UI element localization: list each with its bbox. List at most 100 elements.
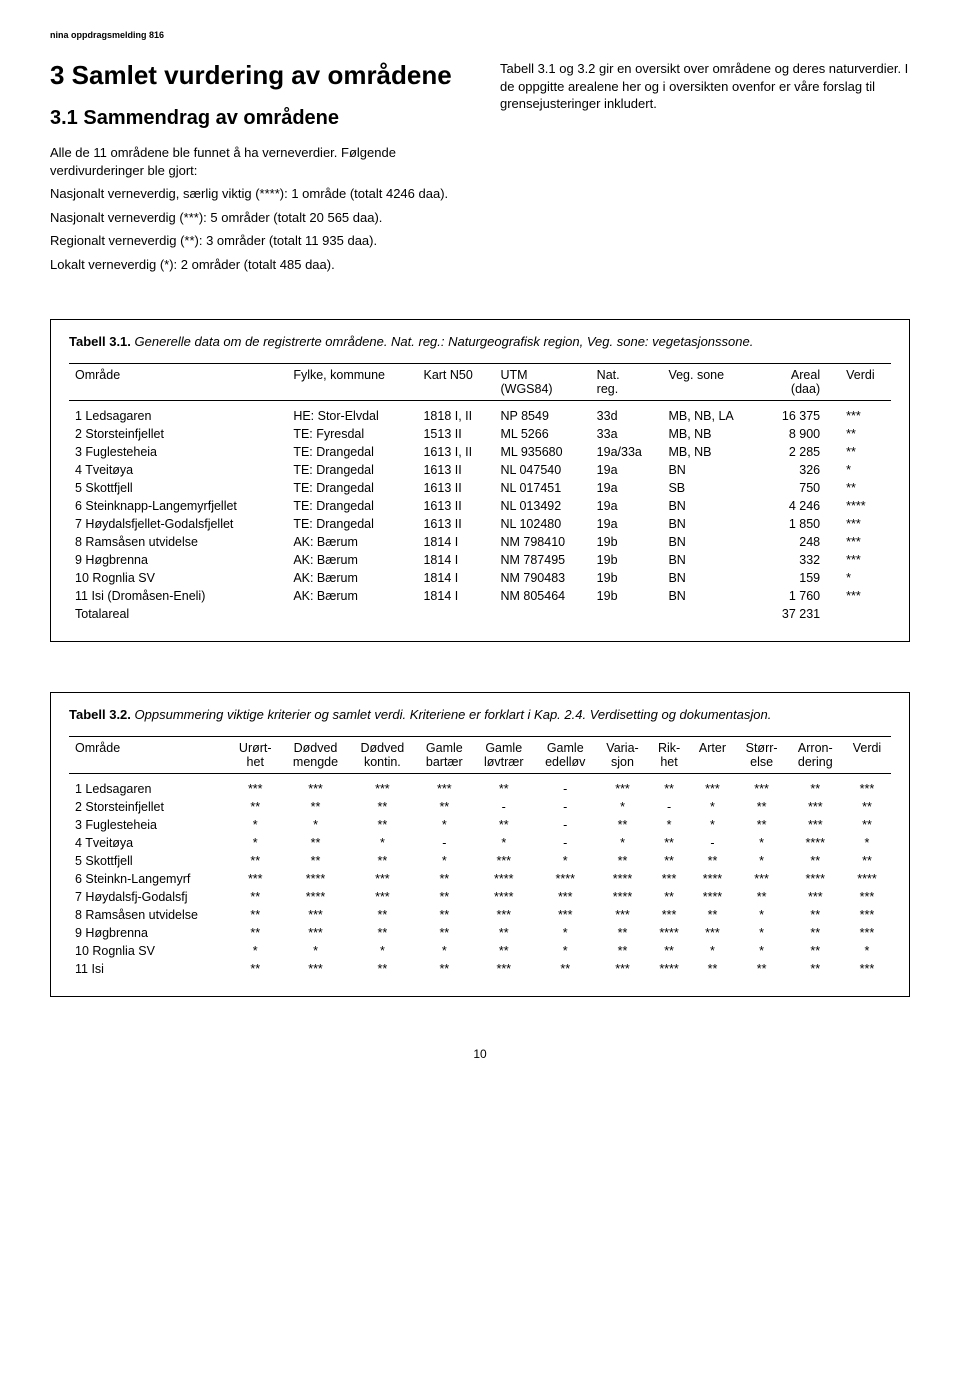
table-cell: 248 xyxy=(759,533,840,551)
table-cell: TE: Drangedal xyxy=(287,515,417,533)
table-cell: **** xyxy=(649,924,690,942)
table-cell: ** xyxy=(415,888,473,906)
table-cell: NP 8549 xyxy=(494,401,590,426)
table-cell: 3 Fuglesteheia xyxy=(69,816,229,834)
table-row: 2 StorsteinfjelletTE: Fyresdal1513 IIML … xyxy=(69,425,891,443)
table-row: 11 Isi****************************** xyxy=(69,960,891,978)
table-cell: ** xyxy=(229,960,282,978)
table-cell: **** xyxy=(473,888,534,906)
table-cell: 6 Steinknapp-Langemyrfjellet xyxy=(69,497,287,515)
table-cell: **** xyxy=(843,870,891,888)
table-cell: **** xyxy=(788,870,843,888)
table-cell: ** xyxy=(736,888,788,906)
table-cell: *** xyxy=(596,774,649,799)
section-title: 3 Samlet vurdering av områdene xyxy=(50,60,460,91)
intro-paragraph: Alle de 11 områdene ble funnet å ha vern… xyxy=(50,144,460,179)
table-cell: 4 Tveitøya xyxy=(69,461,287,479)
table-cell: ** xyxy=(840,425,891,443)
table-cell: *** xyxy=(596,906,649,924)
table-cell: * xyxy=(689,816,735,834)
table-cell: ** xyxy=(736,960,788,978)
table-cell: 1 850 xyxy=(759,515,840,533)
running-header: nina oppdragsmelding 816 xyxy=(50,30,910,40)
table-cell: BN xyxy=(662,533,759,551)
table-cell: 37 231 xyxy=(759,605,840,623)
table-cell: ** xyxy=(843,798,891,816)
table-cell: ML 5266 xyxy=(494,425,590,443)
table-cell: *** xyxy=(534,906,596,924)
table-cell: * xyxy=(596,798,649,816)
table-cell: ** xyxy=(843,816,891,834)
table-cell: * xyxy=(596,834,649,852)
table-cell: TE: Drangedal xyxy=(287,461,417,479)
table-cell: ** xyxy=(689,906,735,924)
table-cell: *** xyxy=(736,774,788,799)
table-cell: *** xyxy=(349,774,415,799)
table-cell: BN xyxy=(662,551,759,569)
table-cell: *** xyxy=(473,906,534,924)
table-cell: *** xyxy=(473,852,534,870)
table-cell: 1814 I xyxy=(417,551,494,569)
table-cell: MB, NB xyxy=(662,425,759,443)
table-cell: **** xyxy=(596,888,649,906)
table-cell: 2 285 xyxy=(759,443,840,461)
table-cell: **** xyxy=(534,870,596,888)
table-cell: ML 935680 xyxy=(494,443,590,461)
table-header-cell: Varia- sjon xyxy=(596,737,649,774)
table-cell: 10 Rognlia SV xyxy=(69,569,287,587)
table-cell: ** xyxy=(534,960,596,978)
table-cell: * xyxy=(534,942,596,960)
table-cell: **** xyxy=(473,870,534,888)
table-cell: ** xyxy=(788,852,843,870)
table-cell: *** xyxy=(534,888,596,906)
table-row: 8 Ramsåsen utvidelse********************… xyxy=(69,906,891,924)
table-cell: NM 798410 xyxy=(494,533,590,551)
table-cell: * xyxy=(229,942,282,960)
table-cell: ** xyxy=(596,924,649,942)
table-row: 9 HøgbrennaAK: Bærum1814 INM 78749519bBN… xyxy=(69,551,891,569)
table-cell: * xyxy=(349,942,415,960)
table-cell: ** xyxy=(349,924,415,942)
table-cell: * xyxy=(736,906,788,924)
table-cell: 33a xyxy=(591,425,663,443)
table-cell xyxy=(662,605,759,623)
table-cell: 11 Isi (Dromåsen-Eneli) xyxy=(69,587,287,605)
table-cell: 7 Høydalsfj-Godalsfj xyxy=(69,888,229,906)
table-row: 1 Ledsagaren**************-*************… xyxy=(69,774,891,799)
table-cell: - xyxy=(689,834,735,852)
table-cell: * xyxy=(843,942,891,960)
table-cell: * xyxy=(736,942,788,960)
table-cell: ** xyxy=(649,852,690,870)
table-cell: - xyxy=(534,834,596,852)
table-cell: 10 Rognlia SV xyxy=(69,942,229,960)
table-cell: *** xyxy=(843,924,891,942)
table-cell: AK: Bærum xyxy=(287,569,417,587)
table-cell: - xyxy=(649,798,690,816)
table-cell: * xyxy=(229,816,282,834)
table-cell: ** xyxy=(788,774,843,799)
table-caption-text: Oppsummering viktige kriterier og samlet… xyxy=(131,707,771,722)
table-header-cell: Dødved kontin. xyxy=(349,737,415,774)
table-cell: ** xyxy=(840,443,891,461)
table-cell: HE: Stor-Elvdal xyxy=(287,401,417,426)
table-cell: *** xyxy=(843,774,891,799)
table-cell: *** xyxy=(415,774,473,799)
table-cell: ** xyxy=(415,870,473,888)
table-cell: *** xyxy=(840,533,891,551)
table-cell: *** xyxy=(840,515,891,533)
table-cell: ** xyxy=(689,960,735,978)
table-cell: *** xyxy=(788,816,843,834)
table-cell: 1613 II xyxy=(417,461,494,479)
table-cell: 19b xyxy=(591,551,663,569)
table-cell: 1818 I, II xyxy=(417,401,494,426)
table-cell: NM 787495 xyxy=(494,551,590,569)
table-cell: * xyxy=(473,834,534,852)
table-cell: ** xyxy=(229,852,282,870)
table-cell: 6 Steinkn-Langemyrf xyxy=(69,870,229,888)
table-cell: NM 790483 xyxy=(494,569,590,587)
table-header-cell: Arter xyxy=(689,737,735,774)
table-header-cell: Areal (daa) xyxy=(759,364,840,401)
right-column: Tabell 3.1 og 3.2 gir en oversikt over o… xyxy=(500,60,910,279)
table-cell: *** xyxy=(282,906,350,924)
table-row: 7 Høydalsfjellet-GodalsfjelletTE: Drange… xyxy=(69,515,891,533)
